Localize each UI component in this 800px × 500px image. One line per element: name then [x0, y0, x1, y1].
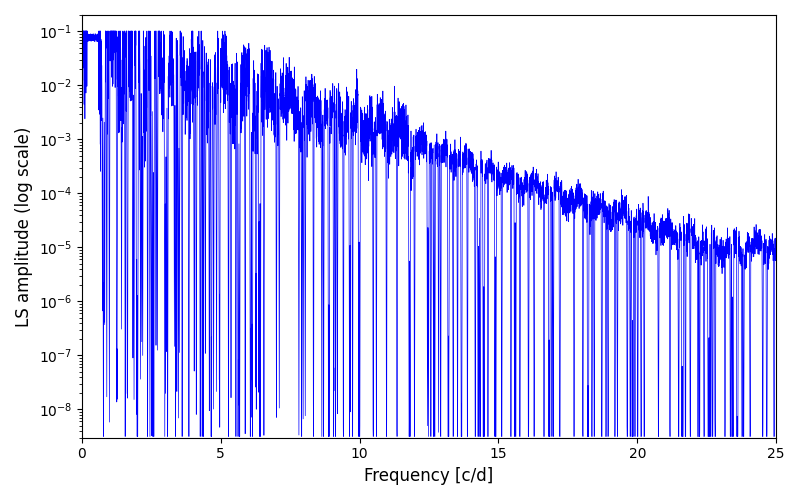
Y-axis label: LS amplitude (log scale): LS amplitude (log scale)	[15, 126, 33, 326]
X-axis label: Frequency [c/d]: Frequency [c/d]	[364, 467, 494, 485]
